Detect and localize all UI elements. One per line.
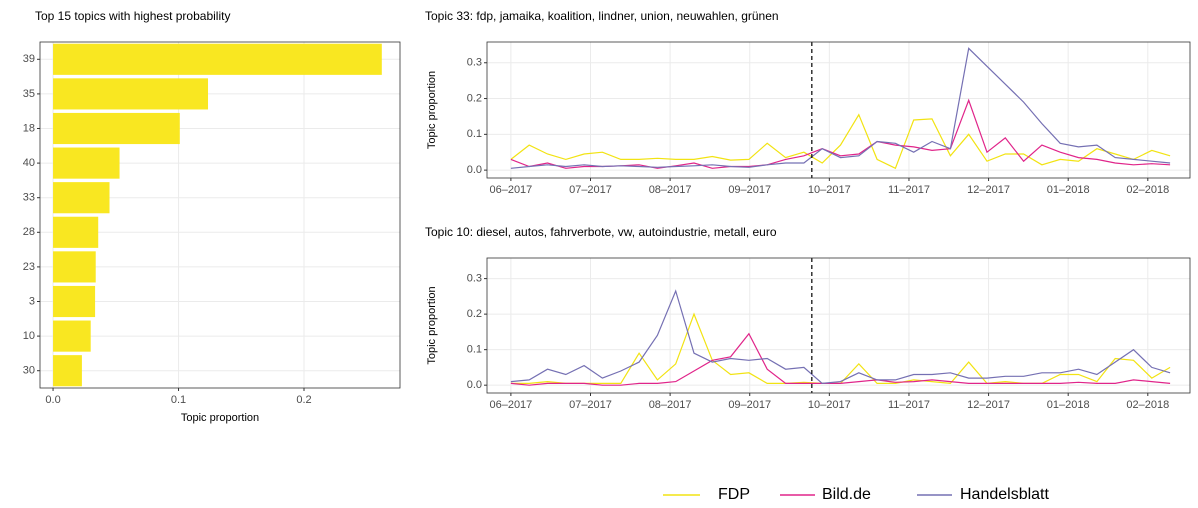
panel-border [486, 257, 1191, 394]
x-tick-label: 10–2017 [808, 184, 851, 196]
y-axis-title: Topic proportion [426, 71, 438, 149]
bar [53, 285, 96, 318]
legend-label: Bild.de [822, 486, 871, 503]
y-tick-label: 33 [23, 192, 35, 204]
x-tick-label: 06–2017 [489, 184, 532, 196]
bar [53, 182, 110, 214]
bar [53, 112, 180, 145]
chart-title: Topic 33: fdp, jamaika, koalition, lindn… [425, 9, 779, 23]
x-tick-label: 06–2017 [489, 399, 532, 411]
x-tick-label: 02–2018 [1126, 399, 1169, 411]
y-tick-label: 18 [23, 122, 35, 134]
y-tick-label: 40 [23, 157, 35, 169]
x-tick-label: 11–2017 [888, 184, 930, 196]
x-axis-title: Topic proportion [181, 412, 259, 424]
bar [53, 43, 382, 75]
y-tick-label: 0.3 [467, 57, 482, 69]
x-tick-label: 11–2017 [888, 399, 930, 411]
panel-border [39, 41, 401, 389]
y-axis-title: Topic proportion [426, 286, 438, 364]
y-tick-label: 39 [23, 53, 35, 65]
y-tick-label: 0.1 [467, 128, 482, 140]
bar [53, 251, 96, 283]
series-line [510, 47, 1171, 169]
x-tick-label: 02–2018 [1126, 184, 1169, 196]
bar [53, 216, 99, 248]
x-tick-label: 09–2017 [728, 399, 771, 411]
y-tick-label: 30 [23, 365, 35, 377]
x-tick-label: 01–2018 [1047, 184, 1090, 196]
y-tick-label: 28 [23, 226, 35, 238]
series-line [510, 312, 1171, 385]
y-tick-label: 0.2 [467, 308, 482, 320]
series-line [510, 332, 1171, 386]
panel-border [486, 41, 1191, 179]
x-tick-label: 0.1 [171, 394, 186, 406]
y-tick-label: 3 [29, 295, 35, 307]
bar [53, 147, 120, 179]
y-tick-label: 0.0 [467, 379, 482, 391]
chart-title: Top 15 topics with highest probability [35, 9, 230, 23]
y-tick-label: 0.1 [467, 344, 482, 356]
y-tick-label: 23 [23, 261, 35, 273]
x-tick-label: 07–2017 [569, 399, 612, 411]
x-tick-label: 08–2017 [649, 184, 692, 196]
y-tick-label: 0.3 [467, 273, 482, 285]
series-line [510, 289, 1171, 385]
x-tick-label: 10–2017 [808, 399, 851, 411]
x-tick-label: 08–2017 [649, 399, 692, 411]
bar [53, 78, 209, 110]
y-tick-label: 0.0 [467, 164, 482, 176]
y-tick-label: 35 [23, 88, 35, 100]
series-line [510, 113, 1171, 170]
chart-title: Topic 10: diesel, autos, fahrverbote, vw… [425, 225, 777, 239]
legend-label: Handelsblatt [960, 486, 1050, 503]
x-tick-label: 0.0 [45, 394, 60, 406]
y-tick-label: 0.2 [467, 92, 482, 104]
x-tick-label: 12–2017 [967, 184, 1010, 196]
x-tick-label: 01–2018 [1047, 399, 1090, 411]
y-tick-label: 10 [23, 330, 35, 342]
x-tick-label: 09–2017 [728, 184, 771, 196]
bar [53, 355, 82, 387]
x-tick-label: 12–2017 [967, 399, 1010, 411]
legend-label: FDP [718, 486, 750, 503]
x-tick-label: 07–2017 [569, 184, 612, 196]
x-tick-label: 0.2 [296, 394, 311, 406]
bar [53, 320, 91, 352]
